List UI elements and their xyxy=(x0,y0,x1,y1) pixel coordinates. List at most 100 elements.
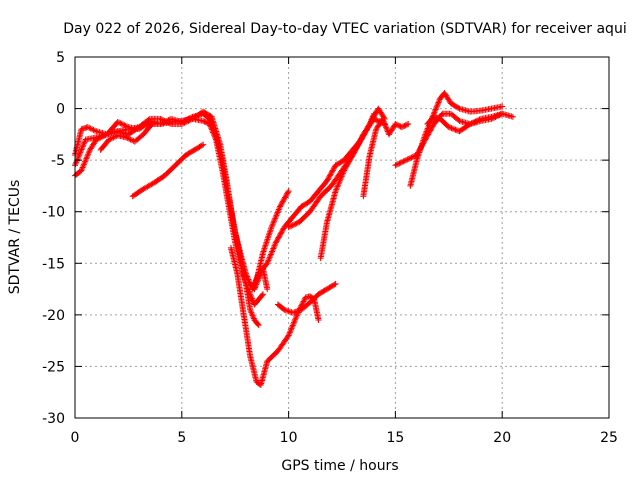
data-point xyxy=(285,188,292,195)
data-point xyxy=(270,219,277,226)
data-point xyxy=(431,109,438,116)
data-point xyxy=(332,188,339,195)
data-point xyxy=(272,213,279,220)
data-point xyxy=(495,112,502,119)
data-point xyxy=(114,118,121,125)
data-point xyxy=(107,135,114,142)
data-point xyxy=(121,122,128,129)
data-point xyxy=(79,164,86,171)
data-point xyxy=(404,156,411,163)
data-point xyxy=(370,112,377,119)
data-point xyxy=(356,139,363,146)
data-point xyxy=(290,321,297,328)
data-point xyxy=(80,163,87,170)
data-point xyxy=(447,124,454,131)
data-point xyxy=(452,126,459,133)
data-points xyxy=(72,90,516,388)
data-point xyxy=(393,121,400,128)
data-point xyxy=(200,117,207,124)
data-point xyxy=(381,120,388,127)
data-point xyxy=(118,120,125,127)
data-point xyxy=(400,123,407,130)
data-point xyxy=(333,185,340,192)
data-point xyxy=(383,124,390,131)
data-point xyxy=(284,190,291,197)
data-point xyxy=(432,107,439,114)
data-point xyxy=(284,307,291,314)
data-point xyxy=(276,205,283,212)
data-point xyxy=(347,155,354,162)
data-point xyxy=(264,258,271,265)
data-point xyxy=(292,220,299,227)
data-point xyxy=(289,322,296,329)
data-point xyxy=(407,155,414,162)
data-point xyxy=(82,157,89,164)
data-point xyxy=(250,315,257,322)
data-point xyxy=(148,121,155,128)
data-point xyxy=(79,143,86,150)
data-point xyxy=(360,132,367,139)
data-point xyxy=(434,102,441,109)
data-point xyxy=(339,171,346,178)
data-point xyxy=(281,306,288,313)
data-point xyxy=(293,313,300,320)
data-point xyxy=(327,171,334,178)
chart-title: Day 022 of 2026, Sidereal Day-to-day VTE… xyxy=(63,21,626,37)
data-point xyxy=(491,114,498,121)
data-point xyxy=(204,119,211,126)
data-point xyxy=(362,128,369,135)
data-point xyxy=(392,121,399,128)
data-point xyxy=(326,172,333,179)
data-point xyxy=(269,248,276,255)
y-tick-label: -10 xyxy=(42,205,65,221)
data-point xyxy=(336,177,343,184)
data-point xyxy=(90,126,97,133)
data-point xyxy=(330,166,337,173)
data-point xyxy=(89,126,96,133)
data-point xyxy=(382,122,389,129)
data-point xyxy=(364,124,371,131)
data-point xyxy=(346,157,353,164)
data-point xyxy=(435,99,442,106)
data-point xyxy=(433,103,440,110)
data-point xyxy=(86,124,93,131)
data-point xyxy=(279,228,286,235)
data-point xyxy=(268,249,275,256)
data-point xyxy=(86,148,93,155)
data-point xyxy=(80,142,87,149)
data-point xyxy=(422,131,429,138)
data-point xyxy=(165,119,172,126)
data-point xyxy=(289,323,296,330)
data-point xyxy=(147,122,154,129)
data-point xyxy=(343,163,350,170)
series-K xyxy=(360,115,412,200)
series-E xyxy=(129,141,207,200)
data-point xyxy=(72,160,79,167)
data-point xyxy=(267,251,274,258)
data-point xyxy=(402,122,409,129)
data-point xyxy=(277,203,284,210)
data-point xyxy=(123,134,130,141)
data-point xyxy=(78,146,85,153)
data-point xyxy=(76,152,83,159)
data-point xyxy=(273,238,280,245)
data-point xyxy=(274,237,281,244)
data-point xyxy=(299,299,306,306)
data-point xyxy=(401,122,408,129)
data-point xyxy=(346,158,353,165)
data-point xyxy=(342,164,349,171)
data-point xyxy=(326,173,333,180)
data-point xyxy=(164,119,171,126)
data-point xyxy=(400,158,407,165)
data-point xyxy=(332,280,339,287)
data-point xyxy=(158,116,165,123)
data-point xyxy=(84,152,91,159)
data-point xyxy=(338,173,345,180)
data-point xyxy=(315,317,322,324)
data-point xyxy=(273,212,280,219)
data-point xyxy=(493,113,500,120)
data-point xyxy=(335,182,342,189)
series-J xyxy=(317,110,378,262)
data-point xyxy=(83,155,90,162)
data-point xyxy=(186,117,193,124)
